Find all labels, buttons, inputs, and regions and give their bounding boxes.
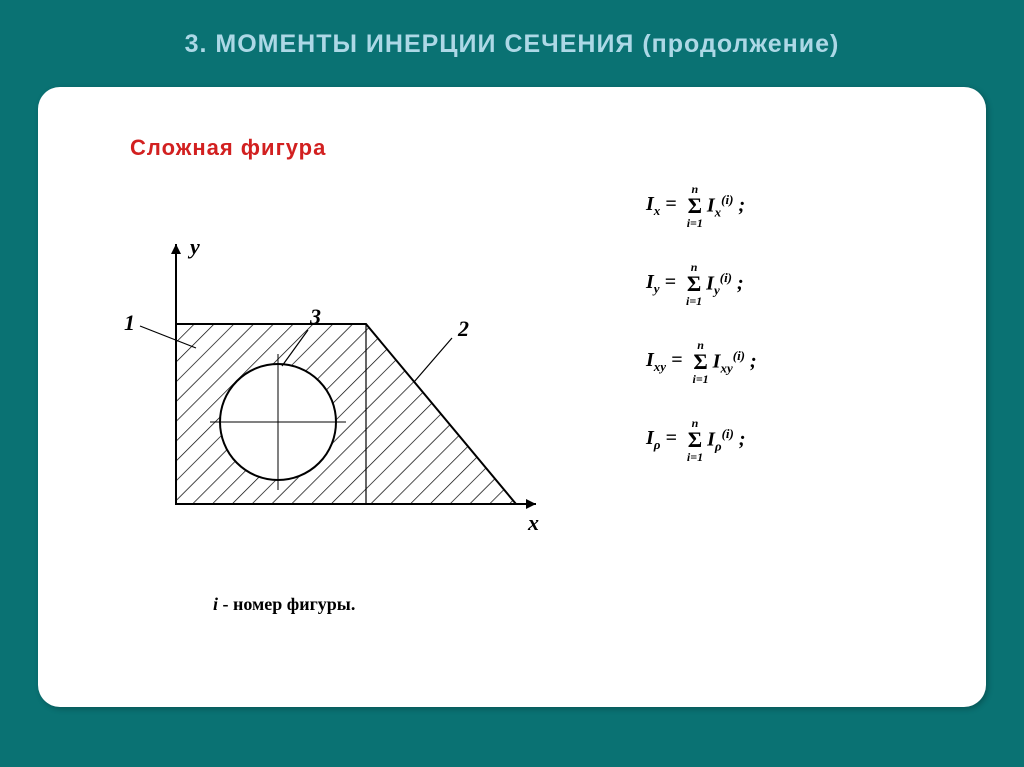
- formula-rhs: Iy(i) ;: [706, 270, 744, 299]
- formula-lhs: Ixy =: [646, 349, 682, 375]
- sigma-icon: nΣi=1: [687, 417, 703, 463]
- svg-text:x: x: [527, 510, 539, 535]
- content-panel: Сложная фигура yx123 Ix =nΣi=1Ix(i) ;Iy …: [38, 87, 986, 707]
- formula-rhs: Ix(i) ;: [707, 192, 745, 221]
- formula-lhs: Iy =: [646, 271, 676, 297]
- formula-list: Ix =nΣi=1Ix(i) ;Iy =nΣi=1Iy(i) ;Ixy =nΣi…: [646, 182, 866, 464]
- svg-text:1: 1: [124, 310, 135, 335]
- formula-lhs: Ix =: [646, 193, 677, 219]
- diagram-svg: y x 1 2 3: [98, 202, 558, 542]
- formula-row: Iρ = nΣi=1Iρ(i) ;: [646, 416, 866, 464]
- formula-rhs: Ixy(i) ;: [713, 348, 757, 377]
- formula-row: Ix = nΣi=1Ix(i) ;: [646, 182, 866, 230]
- svg-text:3: 3: [309, 304, 321, 329]
- footnote-text: - номер фигуры.: [218, 594, 355, 614]
- sigma-icon: nΣi=1: [687, 183, 703, 229]
- formula-lhs: Iρ =: [646, 427, 677, 453]
- footnote: i - номер фигуры.: [213, 594, 355, 615]
- sigma-icon: nΣi=1: [692, 339, 708, 385]
- formula-row: Ixy = nΣi=1 Ixy(i) ;: [646, 338, 866, 386]
- diagram: y x 1 2 3: [98, 202, 558, 542]
- slide-root: 3. МОМЕНТЫ ИНЕРЦИИ СЕЧЕНИЯ (продолжение)…: [0, 0, 1024, 767]
- formula-row: Iy = nΣi=1Iy(i) ;: [646, 260, 866, 308]
- svg-text:2: 2: [457, 316, 469, 341]
- svg-text:y: y: [187, 234, 200, 259]
- slide-title: 3. МОМЕНТЫ ИНЕРЦИИ СЕЧЕНИЯ (продолжение): [38, 30, 986, 59]
- sigma-icon: nΣi=1: [686, 261, 702, 307]
- formula-rhs: Iρ(i) ;: [707, 426, 745, 455]
- subtitle: Сложная фигура: [130, 135, 326, 161]
